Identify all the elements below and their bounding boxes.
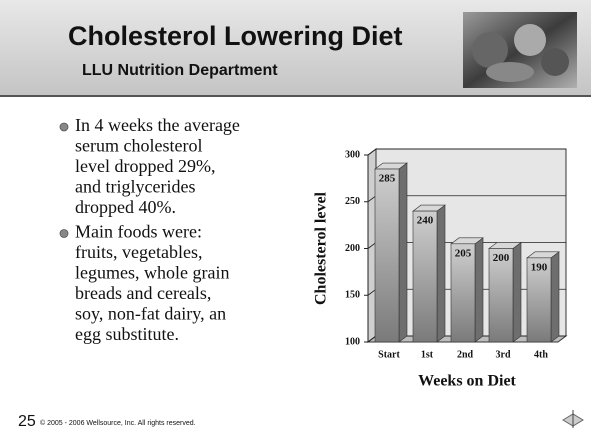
- y-axis-title: Cholesterol level: [313, 191, 330, 305]
- y-tick-label: 300: [345, 149, 360, 160]
- x-tick-label: 1st: [421, 349, 434, 360]
- header-photo: [463, 12, 577, 88]
- bar: [412, 210, 438, 343]
- x-axis-title: Weeks on Diet: [418, 373, 516, 390]
- data-label: 285: [379, 173, 396, 185]
- data-label: 205: [455, 247, 472, 259]
- y-tick-label: 200: [345, 243, 360, 254]
- x-tick-label: 4th: [534, 349, 548, 360]
- y-tick-label: 100: [345, 336, 360, 347]
- bullet-text: and triglycerides: [75, 177, 195, 197]
- slide-subtitle: LLU Nutrition Department: [82, 62, 278, 79]
- y-tick-label: 150: [345, 290, 360, 301]
- bar-side: [398, 162, 408, 343]
- bullet-text: dropped 40%.: [75, 197, 176, 217]
- x-tick-label: 2nd: [457, 349, 474, 360]
- data-label: 240: [417, 215, 434, 227]
- bar: [450, 243, 476, 343]
- copyright: © 2005 - 2006 Wellsource, Inc. All right…: [40, 419, 196, 427]
- x-tick-label: 3rd: [496, 349, 511, 360]
- footer-logo: [562, 410, 584, 428]
- bullet-text: breads and cereals,: [75, 283, 211, 303]
- bullet-text: In 4 weeks the average: [75, 115, 240, 135]
- bullet-text: fruits, vegetables,: [75, 242, 202, 262]
- page-number: 25: [18, 413, 36, 430]
- bullet-dot: [59, 229, 69, 238]
- bullet-text: level dropped 29%,: [75, 156, 215, 176]
- chart: 100 150 200 250 300 Start 285 1st 240 2nd 205 3rd 20…: [313, 148, 568, 390]
- bullet-text: serum cholesterol: [75, 136, 202, 156]
- bar-side: [512, 241, 522, 343]
- bar: [488, 248, 514, 343]
- bullet-text: egg substitute.: [75, 324, 179, 344]
- y-tick-label: 250: [345, 196, 360, 207]
- bar-side: [550, 251, 560, 343]
- data-label: 190: [531, 261, 548, 273]
- bar: [374, 168, 400, 343]
- bullet-text: legumes, whole grain: [75, 263, 229, 283]
- bar: [526, 257, 552, 343]
- bullet-dot: [59, 122, 69, 132]
- bar-side: [474, 237, 484, 343]
- slide-title: Cholesterol Lowering Diet: [68, 21, 403, 51]
- bullet-text: Main foods were:: [75, 222, 202, 242]
- data-label: 200: [493, 252, 510, 264]
- grid-line: [367, 148, 566, 156]
- x-tick-label: Start: [378, 349, 400, 360]
- bullet-text: soy, non-fat dairy, an: [75, 304, 226, 324]
- bar-side: [436, 204, 446, 343]
